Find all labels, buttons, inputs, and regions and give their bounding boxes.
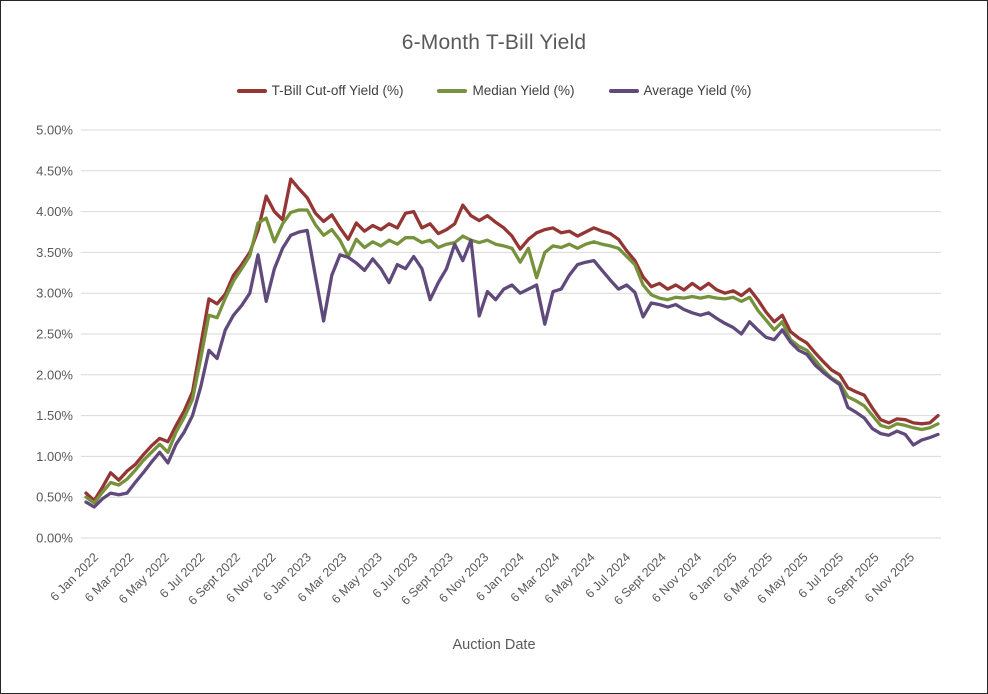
y-tick-label: 1.50% (36, 408, 73, 423)
y-tick-label: 3.50% (36, 245, 73, 260)
y-tick-label: 4.50% (36, 163, 73, 178)
y-tick-label: 0.50% (36, 490, 73, 505)
average-line-swatch-icon (608, 88, 639, 93)
median-line-swatch-icon (437, 88, 468, 93)
y-tick-label: 1.00% (36, 449, 73, 464)
y-tick-label: 0.00% (36, 531, 73, 546)
legend-item-cutoff: T-Bill Cut-off Yield (%) (236, 83, 404, 98)
chart-title: 6-Month T-Bill Yield (401, 31, 587, 54)
legend-label-average: Average Yield (%) (643, 83, 752, 98)
legend-item-average: Average Yield (%) (608, 83, 752, 98)
legend-label-cutoff: T-Bill Cut-off Yield (%) (271, 83, 404, 98)
y-tick-label: 2.50% (36, 327, 73, 342)
series-line-1 (84, 208, 940, 505)
y-tick-label: 5.00% (36, 123, 73, 138)
legend-label-median: Median Yield (%) (472, 83, 575, 98)
x-axis-title: Auction Date (452, 637, 536, 653)
y-tick-label: 4.00% (36, 204, 73, 219)
series-line-2 (84, 228, 940, 509)
y-tick-label: 2.00% (36, 367, 73, 382)
legend-item-median: Median Yield (%) (437, 83, 575, 98)
cutoff-line-swatch-icon (236, 88, 267, 93)
chart-legend: T-Bill Cut-off Yield (%) Median Yield (%… (1, 83, 987, 98)
y-tick-label: 3.00% (36, 286, 73, 301)
series-line-0 (84, 177, 940, 503)
